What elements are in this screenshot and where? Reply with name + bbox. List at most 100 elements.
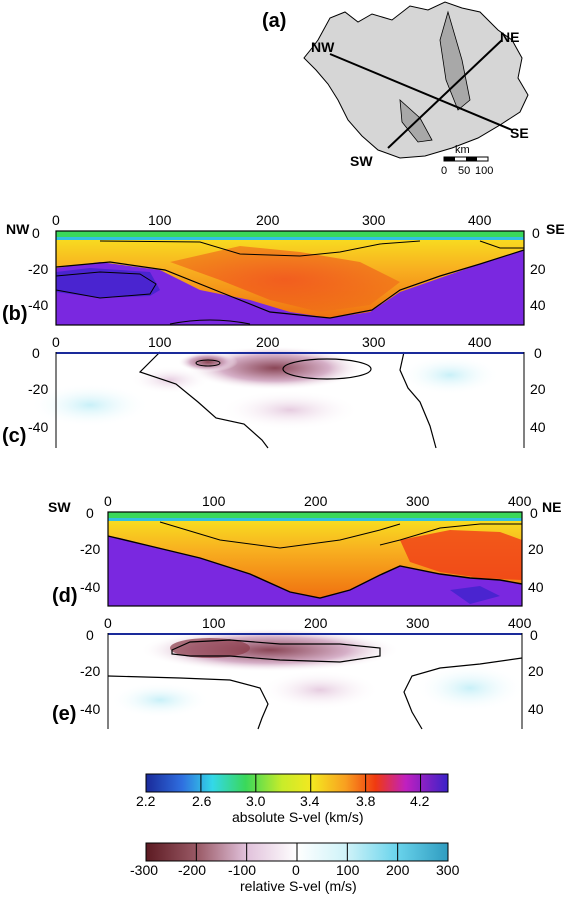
section-c-yticks: 0 -20 -40 0 20 40 [28,345,546,435]
y-tick-label: -40 [28,419,48,435]
scale-tick-50: 50 [458,165,470,177]
section-d-xticks: 0 100 200 300 400 [104,493,532,509]
section-b-plot [55,230,525,326]
section-c-plot [30,346,525,449]
y-tick-label-right: 40 [528,579,544,595]
map-panel-label: (a) [262,10,286,32]
section-e-xticks: 0 100 200 300 400 [104,615,532,631]
y-tick-label: -20 [28,261,48,277]
map-label-sw: SW [350,153,373,169]
scale-tick-100: 100 [475,165,493,177]
y-tick-label-right: 20 [528,541,544,557]
colorbar-tick: 4.2 [410,793,430,809]
colorbar-absolute-dividers [200,774,422,792]
y-tick-label: 0 [86,505,94,521]
section-d-right-end: NE [542,499,561,515]
x-tick-label: 100 [202,493,226,509]
y-tick-label-right: 20 [530,261,546,277]
section-e-plot [107,628,525,730]
section-e-yticks: 0 -20 -40 0 20 40 [80,627,544,717]
y-tick-label: -20 [80,663,100,679]
x-tick-label: 0 [104,493,112,509]
volcanic-zones [399,10,471,143]
map-label-nw: NW [311,39,335,55]
colorbar-tick: -200 [178,862,206,878]
scale-tick-0: 0 [441,165,447,177]
y-tick-label: -20 [28,381,48,397]
section-b-xticks: 0 100 200 300 400 [52,212,492,228]
colorbar-tick: 3.8 [356,793,376,809]
y-tick-label-right: 40 [530,297,546,313]
x-tick-label: 400 [468,212,492,228]
section-b: NW SE 0 100 200 300 400 0 -20 -40 [2,212,565,326]
section-d: SW NE 0 100 200 300 400 0 -20 -40 0 20 [48,493,561,607]
y-tick-label: -40 [80,579,100,595]
map-label-se: SE [510,125,529,141]
colorbar-tick: 100 [336,862,360,878]
x-tick-label: 300 [362,334,386,350]
x-tick-label: 400 [508,493,532,509]
y-tick-label-right: 20 [530,381,546,397]
x-tick-label: 200 [256,334,280,350]
x-tick-label: 0 [52,334,60,350]
x-tick-label: 300 [406,615,430,631]
y-tick-label-right: 20 [528,663,544,679]
x-tick-label: 0 [52,212,60,228]
map-panel: (a) NW NE SE SW km 0 50 100 [262,1,529,177]
colorbar-tick: -100 [228,862,256,878]
colorbar-relative: -300 -200 -100 0 100 200 300 relative S-… [130,842,460,894]
y-tick-label: 0 [32,345,40,361]
colorbar-absolute-label: absolute S-vel (km/s) [232,809,363,825]
x-tick-label: 300 [362,212,386,228]
x-tick-label: 300 [406,493,430,509]
colorbar-absolute: 2.2 2.6 3.0 3.4 3.8 4.2 absolute S-vel (… [136,773,449,825]
colorbar-tick: 3.4 [300,793,320,809]
profile-line-nw-se [329,53,513,131]
y-tick-label: 0 [86,627,94,643]
x-tick-label: 100 [148,334,172,350]
x-tick-label: 400 [508,615,532,631]
section-b-yticks: 0 -20 -40 0 20 40 [28,225,546,313]
y-tick-label-right: 40 [528,701,544,717]
section-d-panel-label: (d) [52,585,78,607]
y-tick-label-right: 0 [530,627,538,643]
section-c-panel-label: (c) [2,425,26,447]
y-tick-label: -40 [28,297,48,313]
scale-bar: km 0 50 100 [441,144,493,177]
colorbar-relative-label: relative S-vel (m/s) [240,878,357,894]
colorbar-absolute-ramp [145,773,449,793]
colorbar-tick: 300 [436,862,460,878]
colorbar-tick: 2.2 [136,793,156,809]
section-b-right-end: SE [546,221,565,237]
y-tick-label-right: 0 [530,505,538,521]
y-tick-label: -40 [80,701,100,717]
colorbar-tick: 2.6 [192,793,212,809]
section-b-left-end: NW [6,221,30,237]
y-tick-label: -20 [80,541,100,557]
section-e: 0 100 200 300 400 0 -20 -40 0 20 40 [52,615,544,730]
section-d-yticks: 0 -20 -40 0 20 40 [80,505,544,595]
x-tick-label: 100 [148,212,172,228]
x-tick-label: 100 [202,615,226,631]
colorbar-tick: -300 [130,862,158,878]
section-d-left-end: SW [48,499,71,515]
colorbar-relative-dividers [195,843,399,861]
x-tick-label: 200 [256,212,280,228]
colorbar-tick: 200 [386,862,410,878]
x-tick-label: 200 [304,615,328,631]
y-tick-label-right: 40 [530,419,546,435]
x-tick-label: 0 [104,615,112,631]
x-tick-label: 400 [468,334,492,350]
section-b-panel-label: (b) [2,303,28,325]
iceland-outline [303,1,529,159]
section-c-xticks: 0 100 200 300 400 [52,334,492,350]
section-e-panel-label: (e) [52,703,76,725]
scale-unit: km [455,144,470,156]
section-c: 0 100 200 300 400 0 -20 -40 0 [2,334,546,449]
y-tick-label-right: 0 [534,345,542,361]
y-tick-label-right: 0 [532,225,540,241]
map-label-ne: NE [500,29,519,45]
colorbar-tick: 0 [292,862,300,878]
profile-line-sw-ne [387,39,503,149]
